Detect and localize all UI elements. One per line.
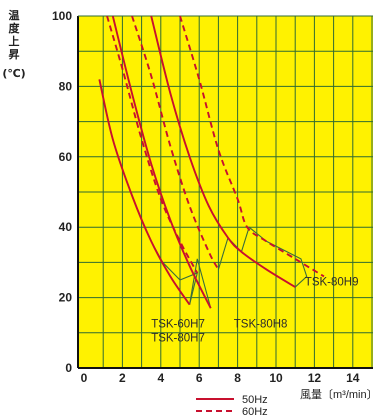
x-tick-label: 0 [81, 371, 88, 385]
curve-60hz-4 [131, 15, 220, 270]
x-tick-label: 14 [346, 371, 360, 385]
x-tick-label: 12 [308, 371, 322, 385]
x-tick-label: 4 [157, 371, 164, 385]
curve-50hz-5 [150, 15, 296, 288]
x-tick-label: 2 [119, 371, 126, 385]
y-tick-label: 40 [59, 220, 73, 234]
y-axis-label: 上 [9, 34, 20, 48]
model-connector-line [240, 226, 308, 288]
x-tick-label: 6 [196, 371, 203, 385]
y-axis-label: 温 [9, 8, 20, 22]
y-tick-label: 100 [52, 9, 72, 23]
y-tick-label: 20 [59, 291, 73, 305]
grid [78, 16, 373, 368]
legend-label: 50Hz [242, 394, 268, 406]
y-axis-label: (℃) [2, 67, 25, 80]
curve-60hz-2 [106, 15, 199, 274]
curve-60hz-6 [179, 15, 325, 278]
model-label: TSK-80H8 [234, 319, 288, 331]
curve-50hz-3 [111, 15, 212, 309]
curve-50hz-1 [98, 79, 191, 306]
curves [98, 15, 325, 309]
x-tick-label: 8 [234, 371, 241, 385]
y-tick-label: 60 [59, 150, 73, 164]
legend-label: 60Hz [242, 406, 268, 415]
y-tick-label: 0 [65, 361, 72, 375]
model-label: TSK-80H7 [151, 333, 205, 345]
y-axis-label: 度 [9, 21, 21, 35]
model-connector-line [189, 258, 212, 309]
model-label: TSK-80H9 [305, 276, 359, 288]
labels: TSK-60H7 TSK-80H7 TSK-80H8 TSK-80H9 [151, 276, 358, 344]
y-axis-label: 昇 [9, 48, 20, 61]
model-label: TSK-60H7 [151, 319, 205, 331]
x-axis-label: 風量〔m³/min〕 [300, 388, 373, 401]
x-tick-label: 10 [269, 371, 283, 385]
y-tick-label: 80 [59, 79, 73, 93]
